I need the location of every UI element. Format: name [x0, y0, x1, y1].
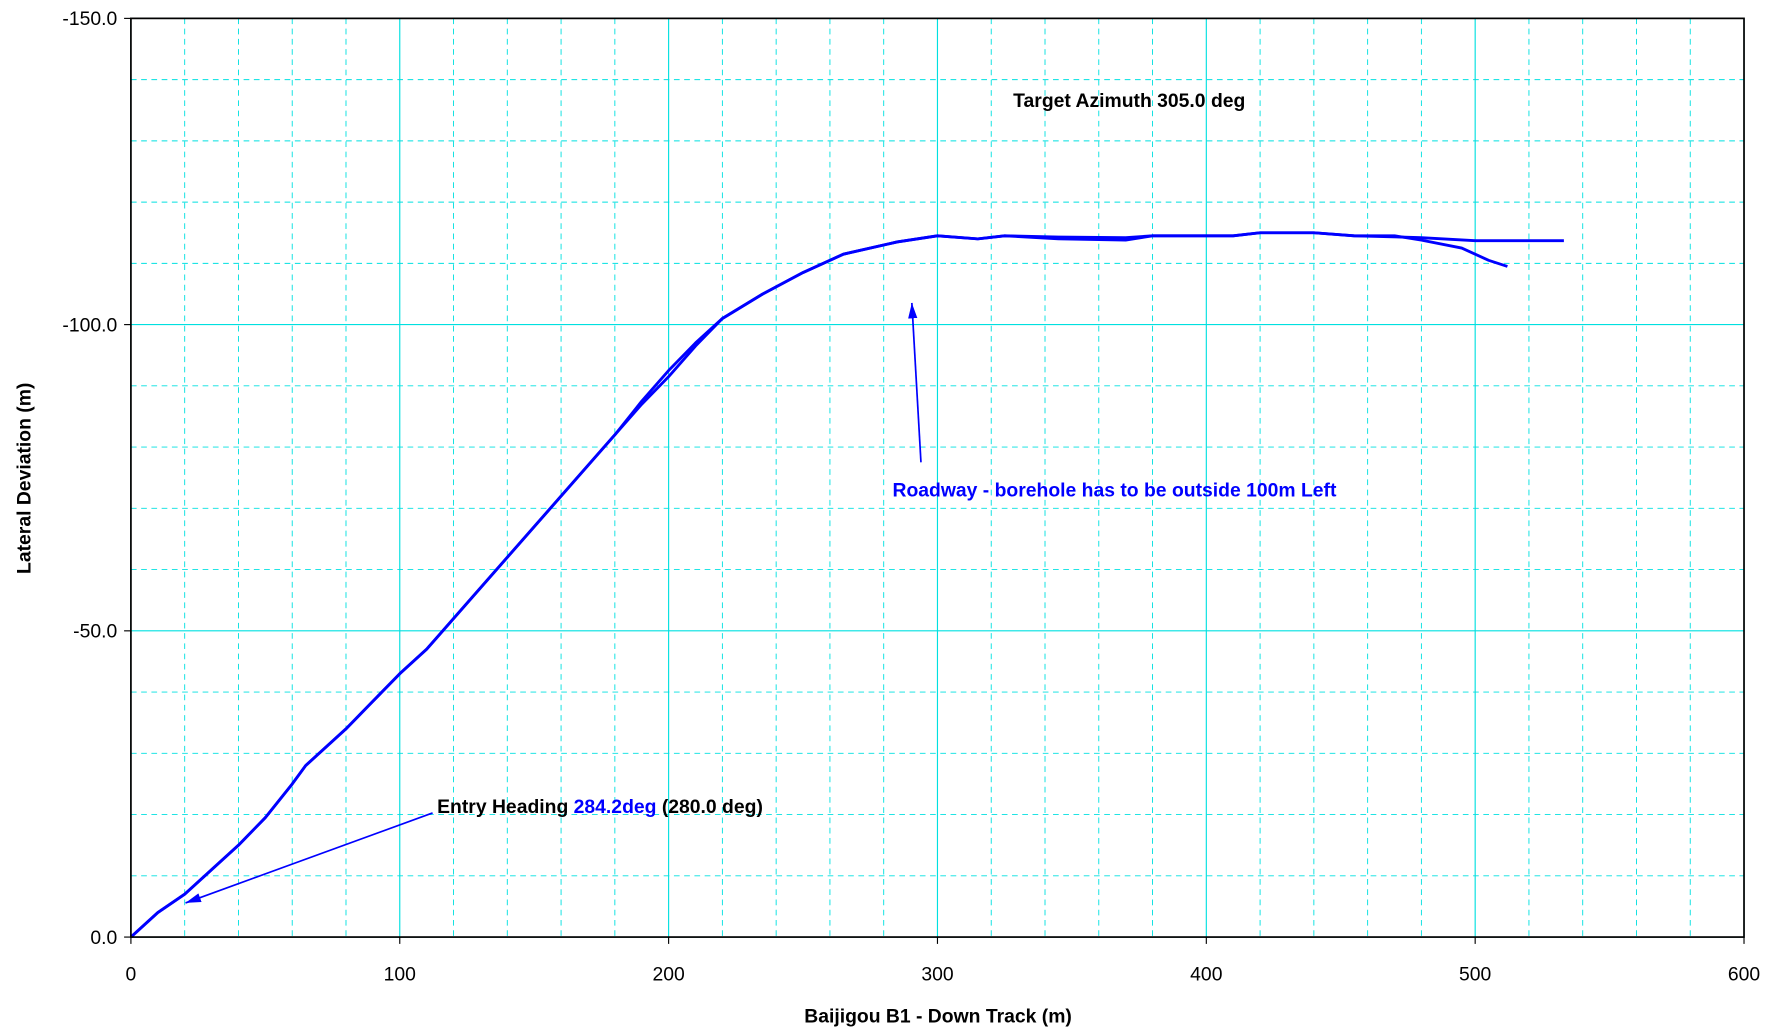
- annotation: Entry Heading 284.2deg (280.0 deg): [437, 796, 763, 818]
- x-tick-label: 400: [1190, 963, 1222, 985]
- arrow: [185, 812, 433, 904]
- y-tick-label: 0.0: [90, 927, 117, 949]
- annotation-part: (280.0 deg): [656, 796, 762, 818]
- annotation-part: 284.2deg: [574, 796, 657, 818]
- series-line: [129, 231, 1508, 939]
- arrow: [908, 302, 922, 463]
- annotation-part: Entry Heading: [437, 796, 574, 818]
- y-tick-label: -150.0: [62, 8, 117, 30]
- x-tick-label: 600: [1728, 963, 1760, 985]
- y-tick-label: -50.0: [73, 621, 117, 643]
- x-tick-label: 200: [652, 963, 684, 985]
- x-tick-label: 500: [1459, 963, 1491, 985]
- x-tick-label: 300: [921, 963, 953, 985]
- y-tick-label: -100.0: [62, 314, 117, 336]
- annotation: Roadway - borehole has to be outside 100…: [893, 480, 1337, 502]
- x-axis-label: Baijigou B1 - Down Track (m): [804, 1005, 1072, 1027]
- y-axis-label: Lateral Deviation (m): [14, 383, 36, 574]
- grid: [130, 17, 1745, 938]
- plot: [129, 231, 1564, 939]
- annotation: Target Azimuth 305.0 deg: [1013, 90, 1245, 112]
- x-tick-label: 0: [126, 963, 137, 985]
- x-tick-label: 100: [384, 963, 416, 985]
